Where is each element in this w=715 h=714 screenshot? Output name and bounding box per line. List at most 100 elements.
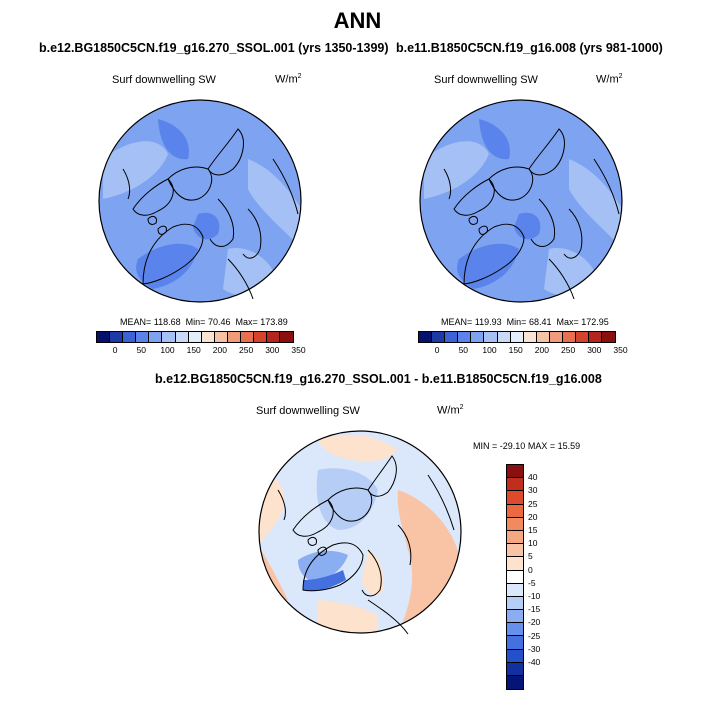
colorbar-swatch (471, 332, 485, 342)
right-stats: MEAN= 119.93 Min= 68.41 Max= 172.95 (441, 317, 609, 327)
colorbar-tick-label: 300 (587, 345, 602, 355)
diff-field-region (318, 434, 398, 462)
left-colorbar-ticks: 0 50 100 150 200 250 300 350 (96, 345, 306, 357)
colorbar-swatch (110, 332, 124, 342)
colorbar-swatch (123, 332, 137, 342)
colorbar-tick-label: 150 (186, 345, 201, 355)
colorbar-swatch (523, 332, 537, 342)
colorbar-swatch (507, 491, 523, 505)
colorbar-swatch (507, 517, 523, 531)
colorbar-tick-label: 15 (528, 525, 538, 535)
colorbar-tick-label: -30 (528, 643, 541, 654)
colorbar-swatch (497, 332, 511, 342)
colorbar-swatch (214, 332, 228, 342)
colorbar-swatch (432, 332, 446, 342)
colorbar-swatch (602, 332, 616, 342)
right-field-region (424, 141, 489, 199)
colorbar-tick-label: 100 (160, 345, 175, 355)
colorbar-swatch (507, 465, 523, 479)
right-polar-map (419, 99, 623, 303)
colorbar-tick-label: -40 (528, 657, 541, 667)
colorbar-tick-label: 25 (528, 498, 538, 509)
diff-stats: MIN = -29.10 MAX = 15.59 (473, 441, 581, 451)
left-field-region (103, 141, 168, 199)
diff-field-region (362, 550, 384, 596)
colorbar-tick-label: 50 (136, 345, 147, 355)
diff-colorbar (506, 464, 524, 691)
colorbar-tick-label: -10 (528, 591, 541, 601)
main-title: ANN (333, 8, 382, 33)
colorbar-swatch (507, 570, 523, 584)
colorbar-swatch (458, 332, 472, 342)
colorbar-swatch (507, 583, 523, 597)
left-field-region (158, 119, 189, 160)
colorbar-tick-label: 200 (212, 345, 227, 355)
colorbar-tick-label: -5 (528, 577, 536, 588)
colorbar-swatch (227, 332, 242, 342)
diff-coastlines (277, 455, 455, 635)
colorbar-swatch (188, 332, 202, 342)
colorbar-swatch (507, 544, 523, 558)
left-map-border (98, 99, 302, 303)
colorbar-swatch (97, 332, 111, 342)
right-colorbar-ticks: 0 50 100 150 200 250 300 350 (418, 345, 628, 357)
right-field-region (479, 119, 510, 160)
right-coastlines (443, 128, 620, 300)
colorbar-swatch (507, 662, 523, 676)
diff-polar-map (258, 430, 462, 635)
colorbar-tick-label: 50 (458, 345, 469, 355)
colorbar-swatch (536, 332, 550, 342)
colorbar-swatch (241, 332, 255, 342)
left-units-label: W/m2 (275, 73, 302, 86)
colorbar-tick-label: 5 (528, 551, 533, 562)
colorbar-tick-label: 300 (265, 345, 280, 355)
colorbar-swatch (507, 504, 523, 518)
colorbar-tick-label: 100 (482, 345, 497, 355)
colorbar-swatch (267, 332, 281, 342)
colorbar-swatch (507, 676, 523, 690)
right-case-title: b.e11.B1850C5CN.f19_g16.008 (yrs 981-100… (396, 41, 663, 55)
colorbar-tick-label: 250 (561, 345, 576, 355)
colorbar-swatch (507, 530, 523, 545)
right-field-region (514, 212, 541, 240)
diff-map-border (258, 430, 462, 634)
left-coastlines (122, 128, 299, 300)
left-colorbar (96, 331, 295, 343)
left-field-region (193, 212, 220, 240)
colorbar-swatch (175, 332, 189, 342)
colorbar-swatch (419, 332, 433, 342)
diff-field-region (298, 550, 348, 582)
left-stats: MEAN= 118.68 Min= 70.46 Max= 173.89 (120, 317, 288, 327)
colorbar-swatch (549, 332, 564, 342)
colorbar-tick-label: 0 (528, 564, 533, 575)
left-case-title: b.e12.BG1850C5CN.f19_g16.270_SSOL.001 (y… (39, 41, 389, 55)
colorbar-swatch (507, 478, 523, 492)
diff-field-region (303, 570, 346, 592)
colorbar-swatch (507, 636, 523, 650)
diff-units-label: W/m2 (437, 404, 464, 417)
colorbar-tick-label: 250 (239, 345, 254, 355)
colorbar-tick-label: 0 (112, 345, 118, 355)
colorbar-tick-label: -15 (528, 604, 541, 615)
colorbar-swatch (136, 332, 150, 342)
colorbar-swatch (589, 332, 603, 342)
right-map-border (419, 99, 623, 303)
colorbar-swatch (563, 332, 577, 342)
colorbar-swatch (507, 623, 523, 637)
colorbar-swatch (254, 332, 268, 342)
colorbar-swatch (162, 332, 176, 342)
colorbar-tick-label: 10 (528, 538, 538, 549)
colorbar-tick-label: 20 (528, 511, 538, 522)
left-field-region (136, 243, 198, 289)
colorbar-tick-label: 200 (534, 345, 549, 355)
diff-variable-label: Surf downwelling SW (256, 405, 360, 417)
right-field-region (569, 159, 622, 249)
colorbar-swatch (280, 332, 294, 342)
left-variable-label: Surf downwelling SW (112, 74, 216, 86)
colorbar-tick-label: 150 (508, 345, 523, 355)
colorbar-swatch (507, 557, 523, 571)
right-variable-label: Surf downwelling SW (434, 74, 538, 86)
colorbar-swatch (484, 332, 498, 342)
colorbar-swatch (507, 596, 523, 611)
right-units-label: W/m2 (596, 73, 623, 86)
